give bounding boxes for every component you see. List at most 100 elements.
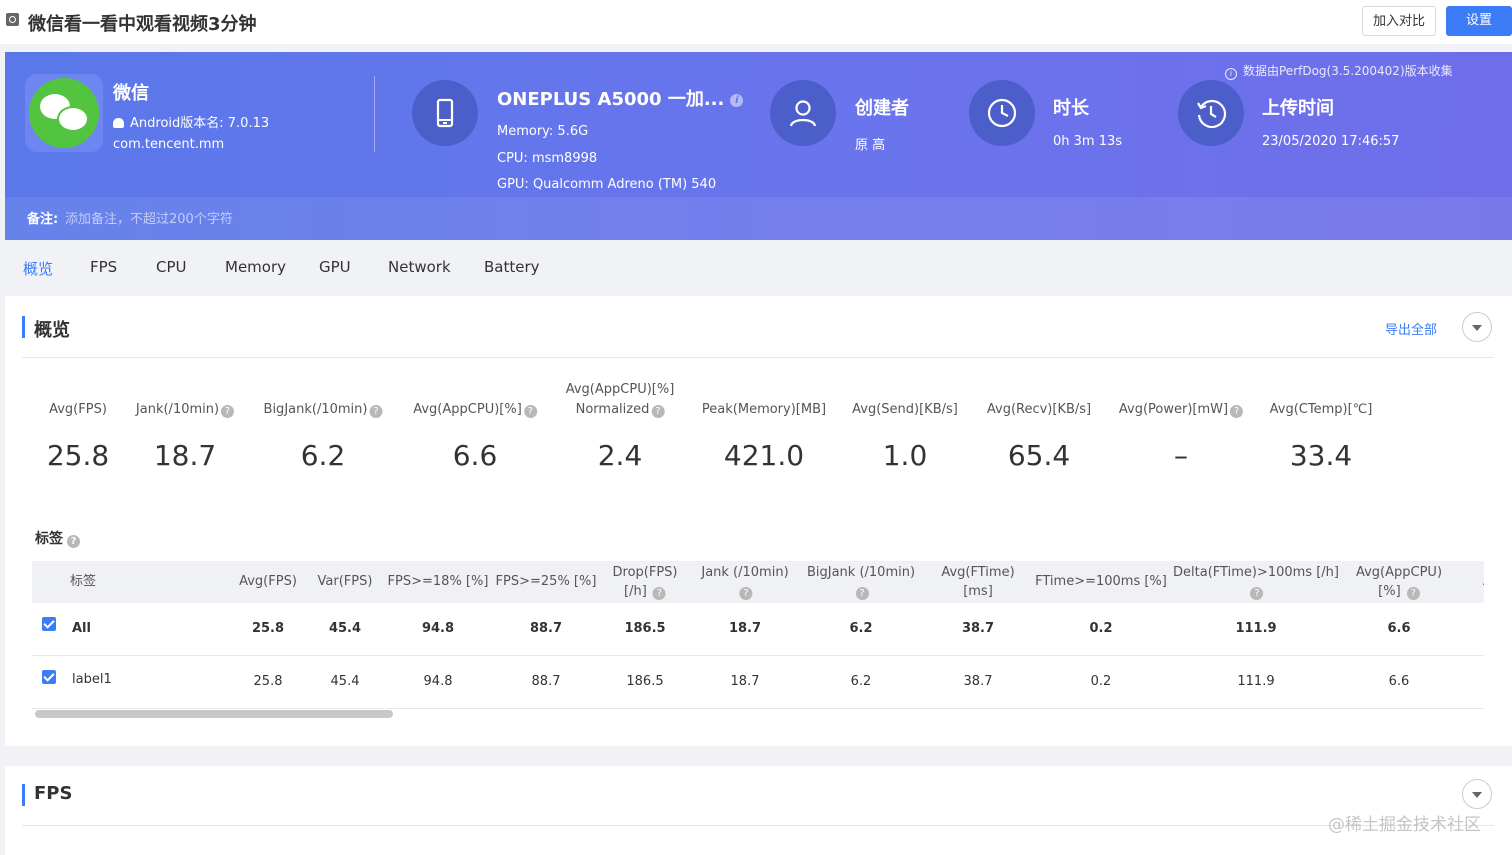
column-header[interactable]: A [1483,572,1484,591]
metric-value: 65.4 [1007,439,1071,472]
metric-label: Avg(FPS) [49,402,107,417]
column-header[interactable]: Avg(FTime) [ms] [941,565,1015,599]
phone-icon [412,80,478,146]
column-header[interactable]: FTime>=100ms [%] [1035,574,1167,589]
app-name: 微信 [113,83,149,104]
tab-cpu[interactable]: CPU [156,258,187,276]
divider [374,76,375,152]
table-cell: 18.7 [730,674,760,689]
table-cell: 25.8 [253,674,283,689]
metric-value: 421.0 [723,439,805,472]
metric-label: Avg(Power)[mW]? [1119,400,1244,420]
column-header[interactable]: Jank (/10min)? [701,565,789,600]
metric-label: Peak(Memory)[MB] [701,402,827,417]
duration-value: 0h 3m 13s [1053,134,1123,149]
row-label: label1 [72,672,112,687]
upload-time-title: 上传时间 [1262,98,1334,119]
divider [22,357,1494,358]
fps-title: FPS [34,783,73,804]
help-icon[interactable]: ? [1250,587,1264,600]
tab-bar: 概览 FPS CPU Memory GPU Network Battery [0,245,1512,290]
table-row[interactable]: All 25.8 45.4 94.8 88.7 186.5 18.7 6.2 3… [32,603,1484,656]
table-cell: 88.7 [531,674,561,689]
wechat-logo-icon [25,74,103,152]
notes-strip [5,197,1512,240]
section-marker [22,784,25,806]
scrollbar-thumb[interactable] [35,710,393,718]
help-icon[interactable]: ? [652,587,666,600]
page-title: 微信看一看中观看视频3分钟 [28,14,257,35]
help-icon[interactable]: ? [855,587,869,600]
clock-icon [969,80,1035,146]
android-icon [113,118,124,128]
metric-value: 33.4 [1289,439,1353,472]
table-cell: 45.4 [330,674,360,689]
help-icon[interactable]: ? [1230,405,1244,418]
help-icon[interactable]: ? [1406,587,1420,600]
creator-value: 原 高 [855,138,886,153]
creator-title: 创建者 [855,98,909,119]
table-cell: 111.9 [1237,674,1275,689]
row-checkbox[interactable] [42,670,56,684]
watermark: @稀土掘金技术社区 [1328,815,1481,835]
collapse-fps-button[interactable] [1462,779,1492,809]
column-header[interactable]: 标签 [69,574,97,589]
column-header[interactable]: BigJank (/10min)? [806,565,916,600]
top-bar: 微信看一看中观看视频3分钟 加入对比 设置 [0,0,1512,44]
collapse-overview-button[interactable] [1462,312,1492,342]
tab-battery[interactable]: Battery [484,258,540,276]
horizontal-scrollbar[interactable] [32,710,1484,718]
row-checkbox[interactable] [42,617,56,631]
help-icon[interactable]: ? [221,405,235,418]
help-icon[interactable]: ? [67,535,80,548]
column-header[interactable]: Drop(FPS) [/h] ? [612,565,678,600]
notes-input[interactable]: 添加备注，不超过200个字符 [65,212,233,227]
tab-overview[interactable]: 概览 [23,260,54,278]
metric-label: Avg(AppCPU)[%] Normalized? [565,382,675,418]
help-icon[interactable]: ? [369,405,383,418]
column-header[interactable]: FPS>=18% [%] [387,574,489,589]
table-cell: 0.2 [1089,621,1113,636]
device-cpu: CPU: msm8998 [497,151,598,166]
report-banner: 微信 Android版本名: 7.0.13 com.tencent.mm ONE… [5,52,1512,240]
settings-button[interactable]: 设置 [1446,6,1512,36]
tags-title: 标签? [35,528,80,548]
fps-card: FPS [5,766,1512,855]
metric-label: Avg(Send)[KB/s] [852,402,958,417]
column-header[interactable]: Avg(FPS) [239,574,297,589]
metric-value: 1.0 [882,439,928,472]
column-header[interactable]: Var(FPS) [317,574,373,589]
column-header[interactable]: Avg(AppCPU) [%] ? [1355,565,1443,600]
duration-title: 时长 [1053,98,1089,119]
metric-value: – [1174,439,1188,472]
tab-network[interactable]: Network [388,258,451,276]
device-gpu: GPU: Qualcomm Adreno (TM) 540 [497,177,717,192]
add-compare-button[interactable]: 加入对比 [1362,6,1436,36]
tab-memory[interactable]: Memory [225,258,287,276]
upload-time-value: 23/05/2020 17:46:57 [1262,134,1400,149]
tab-fps[interactable]: FPS [90,258,118,276]
column-header[interactable]: FPS>=25% [%] [495,574,597,589]
column-header[interactable]: Delta(FTime)>100ms [/h]? [1173,565,1339,600]
table-cell: 186.5 [624,621,666,636]
metric-label: Avg(Recv)[KB/s] [986,402,1092,417]
table-cell: 38.7 [963,674,993,689]
help-icon[interactable]: ? [523,405,537,418]
table-cell: 45.4 [328,621,362,636]
tab-gpu[interactable]: GPU [319,258,351,276]
user-icon [770,80,836,146]
source-note: i 数据由PerfDog(3.5.200402)版本收集 [1225,62,1453,80]
help-icon[interactable]: ? [739,587,753,600]
metric-value: 6.6 [452,439,498,472]
table-cell: 94.8 [421,621,455,636]
overview-title: 概览 [34,320,70,341]
table-row[interactable]: label1 25.8 45.4 94.8 88.7 186.5 18.7 6.… [32,656,1484,709]
row-label: All [72,621,91,636]
table-cell: 88.7 [529,621,563,636]
export-all-link[interactable]: 导出全部 [1385,323,1438,338]
table-cell: 38.7 [961,621,995,636]
notes-label: 备注: [27,212,59,227]
metric-value: 2.4 [597,439,643,472]
device-info-icon[interactable]: i [730,94,744,107]
help-icon[interactable]: ? [651,405,665,418]
